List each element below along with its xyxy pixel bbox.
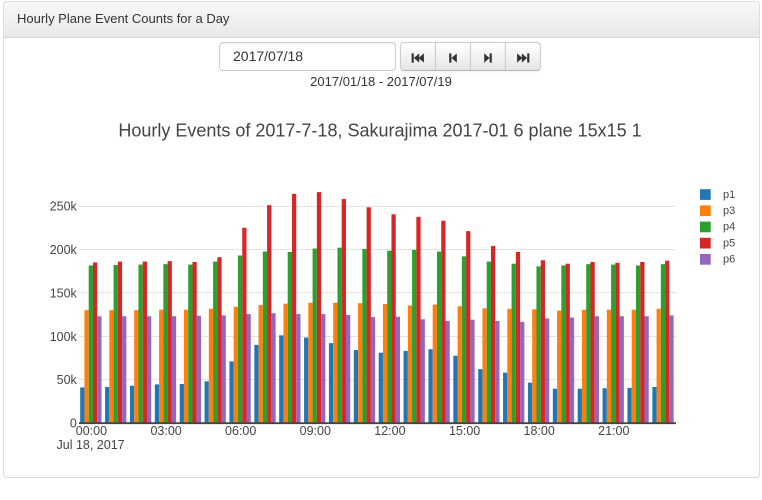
svg-text:250k: 250k (50, 200, 78, 214)
svg-text:50k: 50k (57, 373, 78, 387)
svg-text:150k: 150k (50, 286, 78, 300)
svg-text:Hourly Events of 2017-7-18, Sa: Hourly Events of 2017-7-18, Sakurajima 2… (118, 121, 641, 141)
svg-text:200k: 200k (50, 243, 78, 257)
svg-text:21:00: 21:00 (598, 424, 629, 438)
svg-text:0: 0 (70, 417, 77, 431)
svg-text:06:00: 06:00 (225, 424, 256, 438)
svg-text:18:00: 18:00 (524, 424, 555, 438)
svg-text:03:00: 03:00 (150, 424, 181, 438)
svg-text:12:00: 12:00 (374, 424, 405, 438)
svg-text:15:00: 15:00 (449, 424, 480, 438)
svg-text:p5: p5 (723, 237, 735, 249)
svg-text:p4: p4 (723, 221, 735, 233)
svg-text:100k: 100k (50, 330, 78, 344)
svg-text:p3: p3 (723, 205, 735, 217)
svg-text:p1: p1 (723, 189, 735, 201)
svg-text:p6: p6 (723, 254, 735, 266)
svg-text:09:00: 09:00 (300, 424, 331, 438)
svg-text:Jul 18, 2017: Jul 18, 2017 (57, 438, 125, 452)
svg-text:00:00: 00:00 (76, 424, 107, 438)
